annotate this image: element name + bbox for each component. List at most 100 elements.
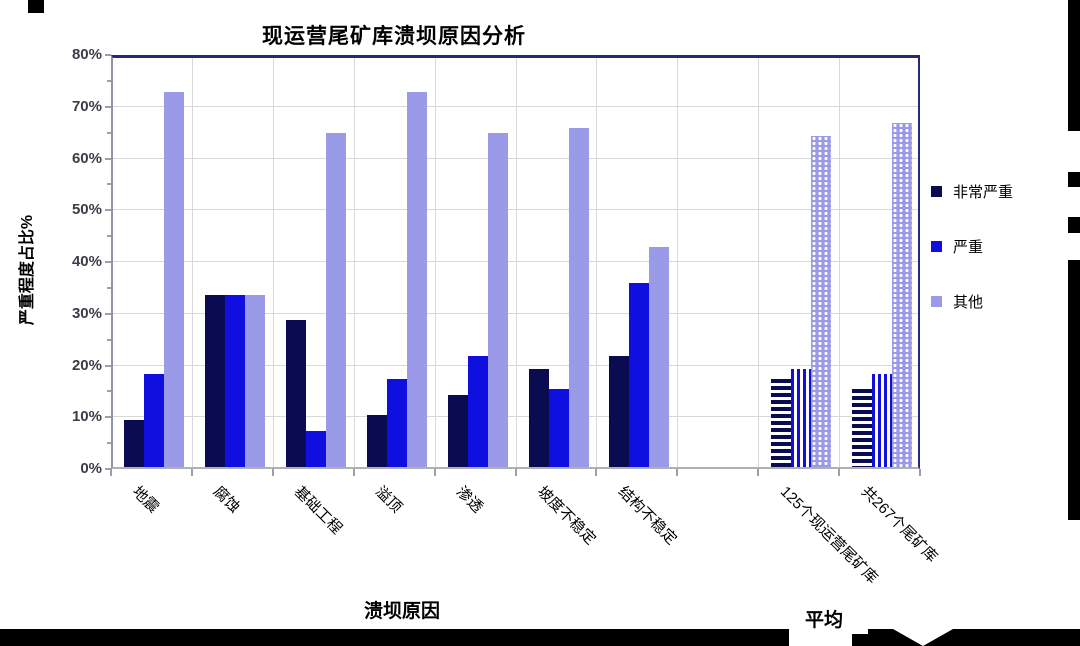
y-minor-tick-mark bbox=[107, 131, 111, 134]
crop-artifact-top-left bbox=[28, 0, 44, 13]
bar-其他-渗透 bbox=[487, 133, 508, 467]
x-tick-mark bbox=[110, 469, 112, 476]
x-tick-mark bbox=[676, 469, 679, 476]
x-category-label: 结构不稳定 bbox=[614, 483, 680, 549]
bar-非常严重-渗透 bbox=[447, 394, 468, 467]
bar-非常严重-腐蚀 bbox=[204, 294, 225, 467]
y-tick-mark bbox=[105, 468, 111, 470]
crop-artifact-right-4 bbox=[1068, 260, 1080, 520]
bar-非常严重-125个现运营尾矿库 bbox=[771, 379, 792, 467]
gridline-vertical bbox=[596, 58, 598, 467]
crop-artifact-right-1 bbox=[1068, 0, 1080, 131]
y-minor-tick-mark bbox=[107, 79, 111, 82]
y-tick-mark bbox=[105, 209, 111, 212]
bar-严重-溢顶 bbox=[386, 379, 407, 467]
bar-其他-溢顶 bbox=[406, 91, 427, 467]
bar-非常严重-共267个尾矿库 bbox=[852, 389, 873, 467]
bar-严重-地震 bbox=[144, 373, 164, 467]
crop-artifact-bottom-gap bbox=[789, 629, 852, 646]
legend-label: 严重 bbox=[953, 239, 984, 256]
y-tick-mark bbox=[105, 312, 111, 315]
y-tick-label: 60% bbox=[71, 149, 102, 167]
crop-artifact-right-3 bbox=[1068, 217, 1080, 233]
gridline-vertical bbox=[677, 58, 679, 467]
x-tick-mark bbox=[514, 469, 517, 476]
y-minor-tick-mark bbox=[107, 286, 111, 289]
y-minor-tick-mark bbox=[107, 442, 111, 445]
bar-严重-结构不稳定 bbox=[629, 283, 650, 467]
gridline-vertical bbox=[515, 58, 517, 467]
x-category-label: 腐蚀 bbox=[210, 483, 244, 517]
plot-area bbox=[111, 55, 920, 469]
x-tick-mark bbox=[190, 469, 193, 476]
x-category-label: 溢顶 bbox=[371, 483, 406, 517]
crop-artifact-bottom-step bbox=[852, 629, 868, 634]
gridline-vertical bbox=[272, 58, 274, 467]
bar-其他-腐蚀 bbox=[244, 294, 265, 467]
bar-严重-基础工程 bbox=[305, 430, 326, 467]
y-tick-mark bbox=[105, 261, 111, 263]
legend-item-严重: 严重 bbox=[931, 236, 1013, 257]
x-tick-mark bbox=[352, 469, 355, 476]
legend-swatch-icon bbox=[931, 186, 942, 197]
bar-非常严重-坡度不稳定 bbox=[528, 368, 549, 467]
y-tick-label: 0% bbox=[80, 460, 102, 477]
gridline-vertical bbox=[839, 58, 841, 467]
y-minor-tick-mark bbox=[107, 183, 111, 186]
x-axis-title-average: 平均 bbox=[805, 610, 844, 631]
x-tick-mark bbox=[919, 469, 921, 476]
bar-其他-共267个尾矿库 bbox=[892, 122, 913, 467]
x-axis-title-causes: 溃坝原因 bbox=[364, 601, 441, 622]
y-tick-label: 40% bbox=[71, 253, 102, 270]
legend-label: 非常严重 bbox=[953, 184, 1014, 201]
y-tick-label: 50% bbox=[71, 201, 102, 219]
bar-非常严重-结构不稳定 bbox=[609, 355, 630, 467]
bar-严重-坡度不稳定 bbox=[548, 389, 569, 467]
x-category-label: 渗透 bbox=[452, 483, 487, 517]
bar-严重-共267个尾矿库 bbox=[872, 373, 893, 467]
bar-其他-地震 bbox=[164, 91, 184, 467]
x-category-label: 坡度不稳定 bbox=[533, 483, 599, 549]
y-minor-tick-mark bbox=[107, 390, 111, 393]
legend-label: 其他 bbox=[953, 294, 984, 311]
x-category-label: 地震 bbox=[129, 483, 163, 517]
bar-严重-125个现运营尾矿库 bbox=[791, 368, 812, 467]
legend-item-其他: 其他 bbox=[931, 291, 1013, 312]
x-tick-mark bbox=[595, 469, 598, 476]
bar-严重-腐蚀 bbox=[224, 294, 245, 467]
legend-swatch-icon bbox=[931, 241, 942, 252]
crop-artifact-bottom-notch bbox=[893, 629, 953, 646]
bar-非常严重-基础工程 bbox=[285, 319, 306, 467]
y-tick-mark bbox=[105, 54, 111, 56]
gridline-vertical bbox=[191, 58, 193, 467]
x-category-label: 共267个尾矿库 bbox=[857, 483, 941, 566]
y-tick-label: 20% bbox=[71, 356, 102, 374]
gridline-vertical bbox=[353, 58, 355, 467]
x-tick-mark bbox=[757, 469, 760, 476]
chart-title: 现运营尾矿库溃坝原因分析 bbox=[262, 25, 526, 48]
y-tick-mark bbox=[105, 416, 111, 419]
y-tick-mark bbox=[105, 157, 111, 160]
bar-非常严重-地震 bbox=[124, 420, 144, 467]
y-tick-label: 10% bbox=[71, 408, 102, 426]
bar-严重-渗透 bbox=[467, 355, 488, 467]
bar-其他-结构不稳定 bbox=[649, 247, 670, 467]
bar-非常严重-溢顶 bbox=[366, 415, 387, 467]
y-tick-label: 80% bbox=[71, 46, 102, 63]
x-tick-mark bbox=[271, 469, 274, 476]
y-tick-label: 70% bbox=[71, 97, 102, 115]
bar-其他-125个现运营尾矿库 bbox=[811, 135, 832, 467]
gridline-vertical bbox=[434, 58, 436, 467]
y-axis-title: 严重程度占比% bbox=[19, 214, 36, 326]
legend-swatch-icon bbox=[931, 296, 942, 307]
y-tick-mark bbox=[105, 364, 111, 367]
x-category-label: 基础工程 bbox=[291, 483, 346, 538]
y-tick-label: 30% bbox=[71, 304, 102, 322]
bar-其他-基础工程 bbox=[325, 133, 346, 467]
crop-artifact-right-2 bbox=[1068, 172, 1080, 187]
x-tick-mark bbox=[838, 469, 841, 476]
y-tick-mark bbox=[105, 105, 111, 108]
legend: 非常严重 严重 其他 bbox=[931, 181, 1013, 312]
y-minor-tick-mark bbox=[107, 338, 111, 341]
